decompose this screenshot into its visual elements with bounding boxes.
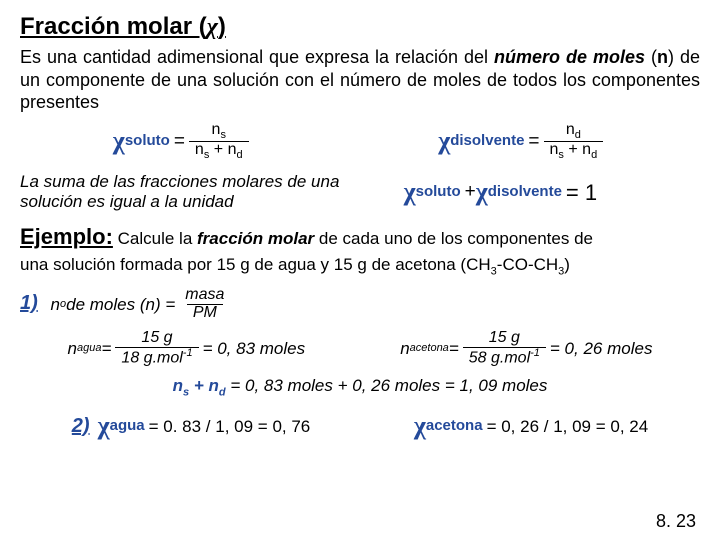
eq-b: =	[449, 338, 459, 359]
chi-agua-val: = 0. 83 / 1, 09 = 0, 76	[149, 416, 311, 437]
sum-equation: χsoluto + χdisolvente = 1	[404, 176, 598, 209]
f1-den-a: n	[195, 141, 204, 158]
n-acetona-calc: n acetona = 15 g 58 g.mol-1 = 0, 26 mole…	[400, 330, 652, 367]
page-number: 8. 23	[656, 510, 696, 533]
frac-masa-pm: masa PM	[179, 287, 230, 322]
step-1-line: 1) no de moles (n) = masa PM	[20, 287, 700, 322]
ag-res: = 0, 83 moles	[203, 338, 306, 359]
f2-num: n	[566, 121, 575, 138]
intro-a: Es una cantidad adimensional que expresa…	[20, 47, 494, 67]
eq2: =	[528, 130, 539, 154]
sl-p: + n	[189, 376, 219, 395]
frac-agua: 15 g 18 g.mol-1	[115, 330, 198, 367]
title-text-pre: Fracción molar (	[20, 13, 207, 40]
step2-label: 2)	[72, 414, 90, 439]
fraction-1: ns ns + nd	[189, 122, 249, 162]
sl-a: n	[173, 376, 183, 395]
chi-icon-2: χ	[438, 125, 450, 158]
f1-num-sub: s	[220, 129, 226, 141]
sum-plus: +	[465, 180, 476, 204]
frac-acetona: 15 g 58 g.mol-1	[463, 330, 546, 367]
nmoles-n: n	[51, 294, 60, 315]
chi-icon-3: χ	[404, 176, 416, 209]
nmoles-formula: no de moles (n) = masa PM	[51, 287, 235, 322]
ej2-a: una solución formada por 15 g de agua y …	[20, 255, 491, 274]
chi-icon: χ	[113, 125, 125, 158]
chi-acet-sub: acetona	[426, 417, 483, 436]
sl-eq: = 0, 83 moles + 0, 26 moles = 1, 09 mole…	[226, 376, 548, 395]
chi-icon-4: χ	[476, 176, 488, 209]
ag-num: 15 g	[135, 330, 178, 347]
nmoles-b: de moles (n) =	[66, 294, 175, 315]
ejemplo-title: Ejemplo:	[20, 224, 113, 249]
f2-den-plus: + n	[564, 141, 591, 158]
chi-acet-val: = 0, 26 / 1, 09 = 0, 24	[487, 416, 649, 437]
sum-eq: = 1	[566, 179, 597, 207]
sum-b: disolvente	[488, 183, 562, 202]
suma-text: La suma de las fracciones molares de una…	[20, 172, 374, 213]
pm: PM	[187, 304, 223, 322]
f1-den-plus: + n	[209, 141, 236, 158]
formula-row-1: χsoluto = ns ns + nd χdisolvente = nd ns…	[20, 122, 700, 162]
ej-b: fracción molar	[197, 229, 314, 248]
intro-n: n	[657, 47, 668, 67]
chi-icon-5: χ	[98, 410, 110, 443]
acetona-sub: acetona	[410, 342, 449, 356]
sum-a: soluto	[416, 183, 461, 202]
chi-agua-calc: 2) χagua = 0. 83 / 1, 09 = 0, 76	[72, 410, 310, 443]
f2-num-sub: d	[575, 129, 581, 141]
ac-neg1: -1	[530, 347, 540, 359]
intro-c: (	[645, 47, 657, 67]
chi-sub-soluto: soluto	[125, 132, 170, 151]
ag-den: 18 g.mol	[121, 349, 182, 366]
intro-paragraph: Es una cantidad adimensional que expresa…	[20, 46, 700, 114]
step1-label: 1)	[20, 292, 38, 314]
eq-a: =	[101, 338, 111, 359]
sl-bs: d	[219, 386, 226, 398]
masa: masa	[179, 287, 230, 304]
ejemplo-line-1: Ejemplo: Calcule la fracción molar de ca…	[20, 223, 700, 251]
sum-line: ns + nd = 0, 83 moles + 0, 26 moles = 1,…	[20, 375, 700, 400]
chi-sub-disolvente: disolvente	[450, 132, 524, 151]
title: Fracción molar (χ)	[20, 12, 700, 42]
ag-neg1: -1	[183, 347, 193, 359]
row-2: La suma de las fracciones molares de una…	[20, 172, 700, 213]
chi-symbol: χ	[207, 14, 218, 40]
ac-num: 15 g	[483, 330, 526, 347]
eq1: =	[174, 130, 185, 154]
ej-a: Calcule la	[113, 229, 197, 248]
intro-b: número de moles	[494, 47, 645, 67]
n-lbl-2: n	[400, 338, 409, 359]
chi-acetona-calc: χacetona = 0, 26 / 1, 09 = 0, 24	[414, 410, 648, 443]
n-agua-calc: n agua = 15 g 18 g.mol-1 = 0, 83 moles	[68, 330, 306, 367]
ej-c: de cada uno de los componentes de	[314, 229, 593, 248]
chi-icon-6: χ	[414, 410, 426, 443]
ac-res: = 0, 26 moles	[550, 338, 653, 359]
chi-agua-sub: agua	[110, 417, 145, 436]
f1-den-bs: d	[236, 149, 242, 161]
ej2-c: )	[564, 255, 570, 274]
formula-disolvente: χdisolvente = nd ns + nd	[438, 122, 607, 162]
title-text-post: )	[218, 13, 226, 40]
step-2-row: 2) χagua = 0. 83 / 1, 09 = 0, 76 χaceton…	[20, 410, 700, 443]
agua-sub: agua	[77, 342, 101, 356]
ejemplo-line-2: una solución formada por 15 g de agua y …	[20, 254, 700, 279]
fraction-2: nd ns + nd	[544, 122, 604, 162]
ej2-b: -CO-CH	[497, 255, 558, 274]
ac-den: 58 g.mol	[469, 349, 530, 366]
f2-den-bs: d	[591, 149, 597, 161]
formula-soluto: χsoluto = ns ns + nd	[113, 122, 253, 162]
calc-row: n agua = 15 g 18 g.mol-1 = 0, 83 moles n…	[20, 330, 700, 367]
n-lbl-1: n	[68, 338, 77, 359]
